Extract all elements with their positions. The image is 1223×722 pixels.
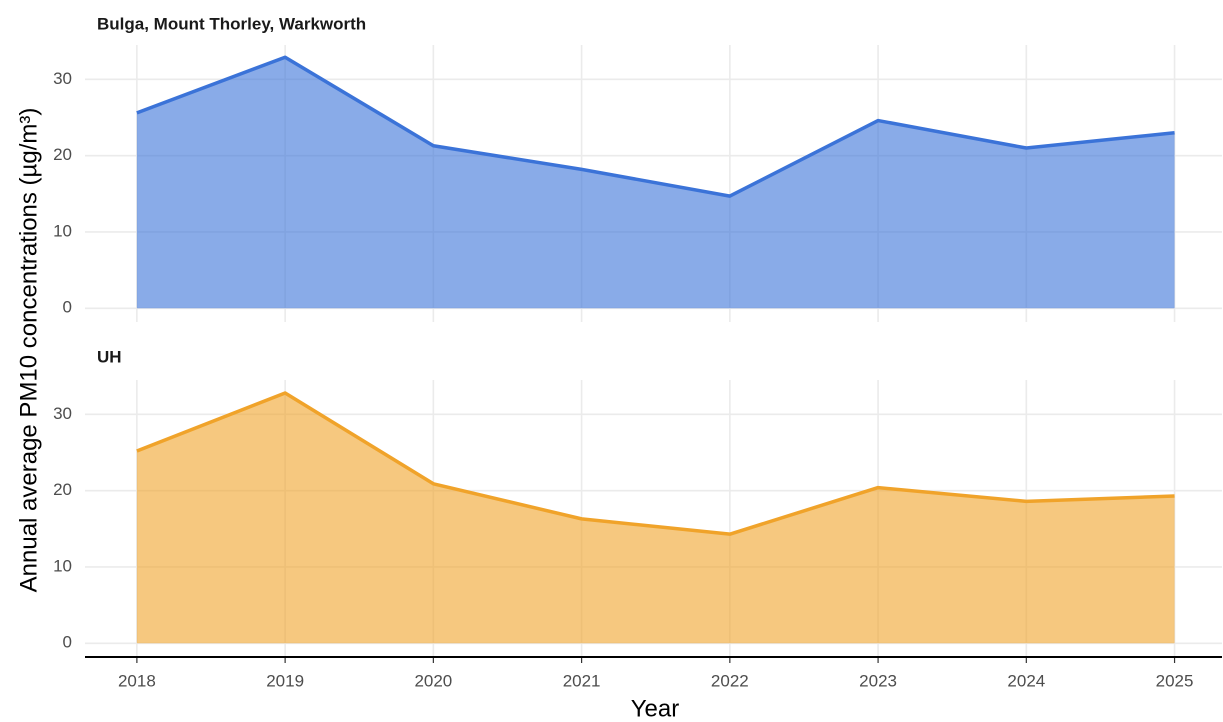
area	[136, 57, 1175, 309]
area	[136, 392, 1175, 644]
x-tick-label: 2023	[859, 671, 897, 690]
x-tick-label: 2021	[563, 671, 601, 690]
y-tick-label: 20	[53, 145, 72, 164]
y-tick-label: 0	[63, 633, 72, 652]
y-tick-label: 10	[53, 556, 72, 575]
x-tick-label: 2022	[711, 671, 749, 690]
line	[136, 55, 1175, 198]
y-axis-title: Annual average PM10 concentrations (µg/m…	[15, 108, 42, 593]
x-tick-label: 2024	[1007, 671, 1045, 690]
x-tick-label: 2025	[1156, 671, 1194, 690]
x-tick-label: 2019	[266, 671, 304, 690]
y-tick-label: 30	[53, 404, 72, 423]
x-axis-title: Year	[631, 695, 680, 722]
y-tick-label: 10	[53, 221, 72, 240]
facet-title: Bulga, Mount Thorley, Warkworth	[97, 14, 366, 33]
line	[136, 391, 1175, 536]
facet-title: UH	[97, 347, 122, 366]
y-tick-label: 20	[53, 480, 72, 499]
y-tick-label: 30	[53, 69, 72, 88]
x-tick-label: 2020	[414, 671, 452, 690]
y-tick-label: 0	[63, 298, 72, 317]
x-tick-label: 2018	[118, 671, 156, 690]
